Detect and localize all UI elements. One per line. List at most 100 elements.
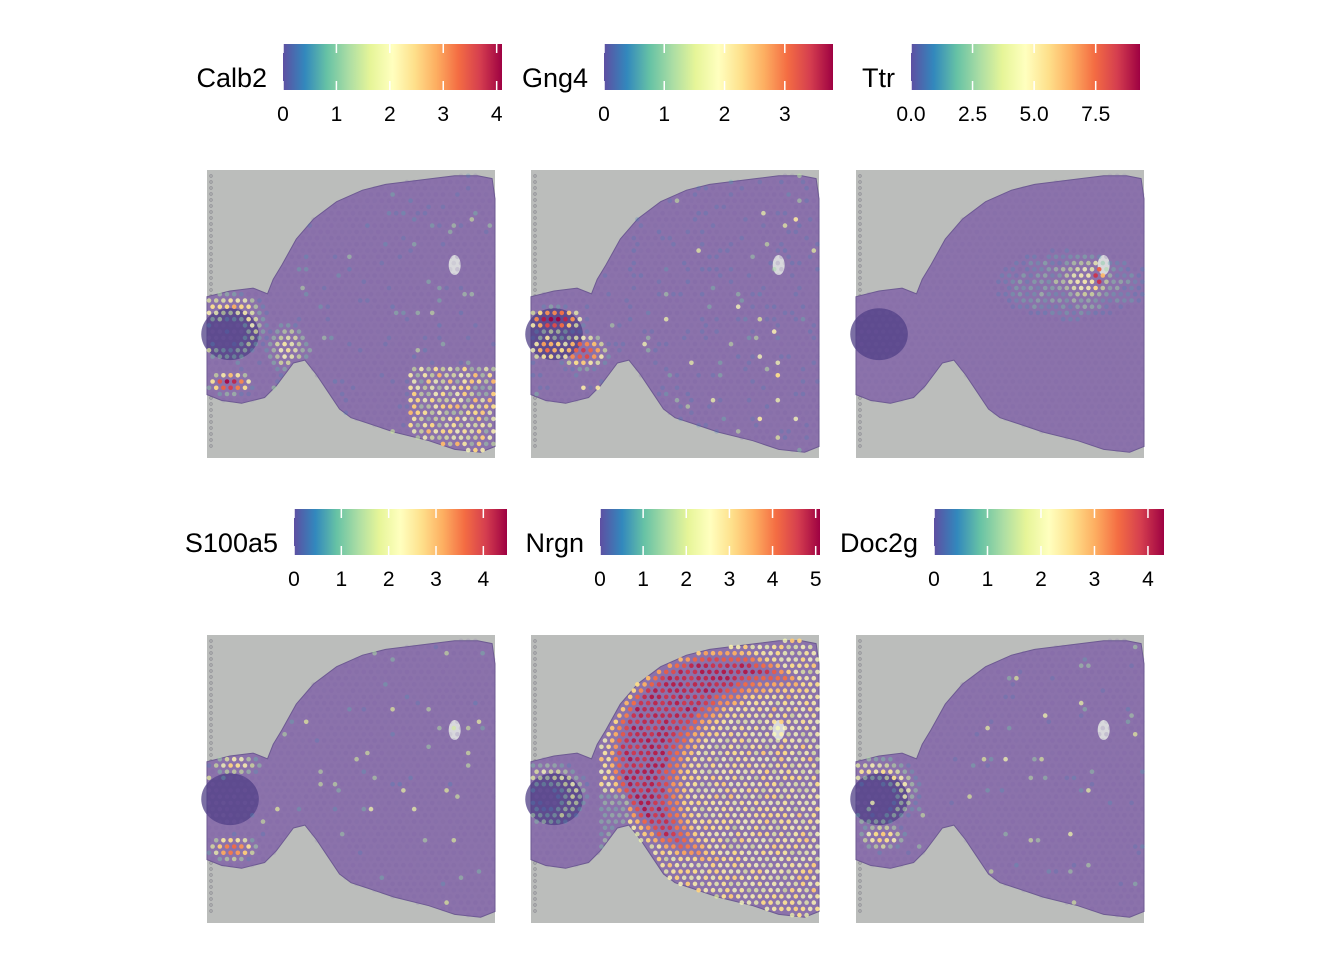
expression-spot xyxy=(372,260,377,266)
expression-spot xyxy=(480,373,485,378)
expression-spot xyxy=(332,732,338,737)
expression-spot xyxy=(206,385,212,391)
expression-spot xyxy=(314,373,320,378)
expression-spot xyxy=(689,260,694,266)
expression-spot xyxy=(473,298,478,303)
expression-spot xyxy=(422,285,428,291)
expression-spot xyxy=(1035,335,1041,341)
expression-spot xyxy=(960,291,965,297)
expression-spot xyxy=(920,360,926,366)
expression-spot xyxy=(473,285,478,291)
expression-spot xyxy=(372,223,377,228)
expression-spot xyxy=(473,788,478,793)
expression-spot xyxy=(483,354,489,359)
expression-spot xyxy=(404,744,410,750)
expression-spot xyxy=(1039,192,1044,197)
expression-spot xyxy=(761,397,766,403)
expression-spot xyxy=(296,794,302,799)
expression-spot xyxy=(350,210,356,216)
expression-spot xyxy=(667,373,673,378)
expression-spot xyxy=(339,719,345,725)
expression-spot xyxy=(491,404,496,409)
expression-spot xyxy=(433,416,439,422)
expression-spot xyxy=(347,769,352,774)
expression-spot xyxy=(379,663,385,668)
expression-spot xyxy=(1125,391,1131,397)
expression-spot xyxy=(1075,416,1080,422)
expression-spot xyxy=(350,235,356,241)
expression-spot xyxy=(480,788,485,793)
expression-spot xyxy=(757,416,763,422)
expression-spot xyxy=(487,775,493,781)
expression-spot xyxy=(696,410,701,415)
expression-spot xyxy=(757,329,763,334)
expression-spot xyxy=(1053,267,1059,272)
expression-spot xyxy=(318,744,323,750)
expression-spot xyxy=(318,819,323,824)
expression-spot xyxy=(235,763,241,768)
expression-spot xyxy=(663,341,669,347)
expression-spot xyxy=(257,385,262,391)
expression-spot xyxy=(329,260,334,266)
expression-spot xyxy=(296,316,302,322)
expression-spot xyxy=(714,217,719,222)
expression-spot xyxy=(653,210,658,216)
expression-spot xyxy=(974,354,980,359)
expression-spot xyxy=(401,185,406,191)
expression-spot xyxy=(797,435,802,440)
expression-spot xyxy=(1136,348,1142,353)
expression-spot xyxy=(530,335,536,341)
expression-spot xyxy=(476,416,482,422)
expression-spot xyxy=(397,794,403,799)
expression-spot xyxy=(970,235,976,241)
expression-spot xyxy=(768,310,773,316)
expression-spot xyxy=(307,800,313,806)
expression-spot xyxy=(447,291,453,297)
expression-spot xyxy=(451,750,457,756)
expression-spot xyxy=(793,316,799,322)
expression-spot xyxy=(411,192,417,197)
expression-spot xyxy=(1024,192,1030,197)
expression-spot xyxy=(1082,404,1088,409)
expression-spot xyxy=(397,279,403,285)
expression-spot xyxy=(303,267,309,272)
expression-spot xyxy=(433,806,439,812)
expression-spot xyxy=(224,329,230,334)
expression-spot xyxy=(440,429,446,434)
expression-spot xyxy=(372,360,377,366)
expression-spot xyxy=(440,657,446,662)
expression-spot xyxy=(357,775,363,781)
expression-spot xyxy=(732,198,737,203)
expression-spot xyxy=(361,229,367,235)
expression-spot xyxy=(771,379,777,384)
expression-spot xyxy=(372,273,377,278)
expression-spot xyxy=(329,323,334,328)
expression-spot xyxy=(710,198,716,203)
expression-spot xyxy=(1003,204,1008,210)
expression-spot xyxy=(246,366,251,372)
expression-spot xyxy=(631,348,637,353)
expression-spot xyxy=(581,298,586,303)
expression-spot xyxy=(877,360,882,366)
expression-spot xyxy=(296,341,302,347)
expression-spot xyxy=(469,744,475,750)
expression-spot xyxy=(390,229,395,235)
expression-spot xyxy=(1075,179,1080,185)
expression-spot xyxy=(804,348,809,353)
expression-spot xyxy=(303,341,309,347)
expression-spot xyxy=(779,316,784,322)
expression-spot xyxy=(343,800,349,806)
expression-spot xyxy=(534,379,539,384)
expression-spot xyxy=(300,725,305,731)
expression-spot xyxy=(213,298,219,303)
expression-spot xyxy=(804,410,809,415)
expression-spot xyxy=(336,788,341,793)
expression-spot xyxy=(877,385,882,391)
expression-spot xyxy=(1017,291,1023,297)
expression-spot xyxy=(329,285,334,291)
expression-spot xyxy=(347,329,352,334)
expression-spot xyxy=(807,254,813,260)
expression-spot xyxy=(393,310,399,316)
expression-spot xyxy=(1104,391,1109,397)
expression-spot xyxy=(761,310,766,316)
